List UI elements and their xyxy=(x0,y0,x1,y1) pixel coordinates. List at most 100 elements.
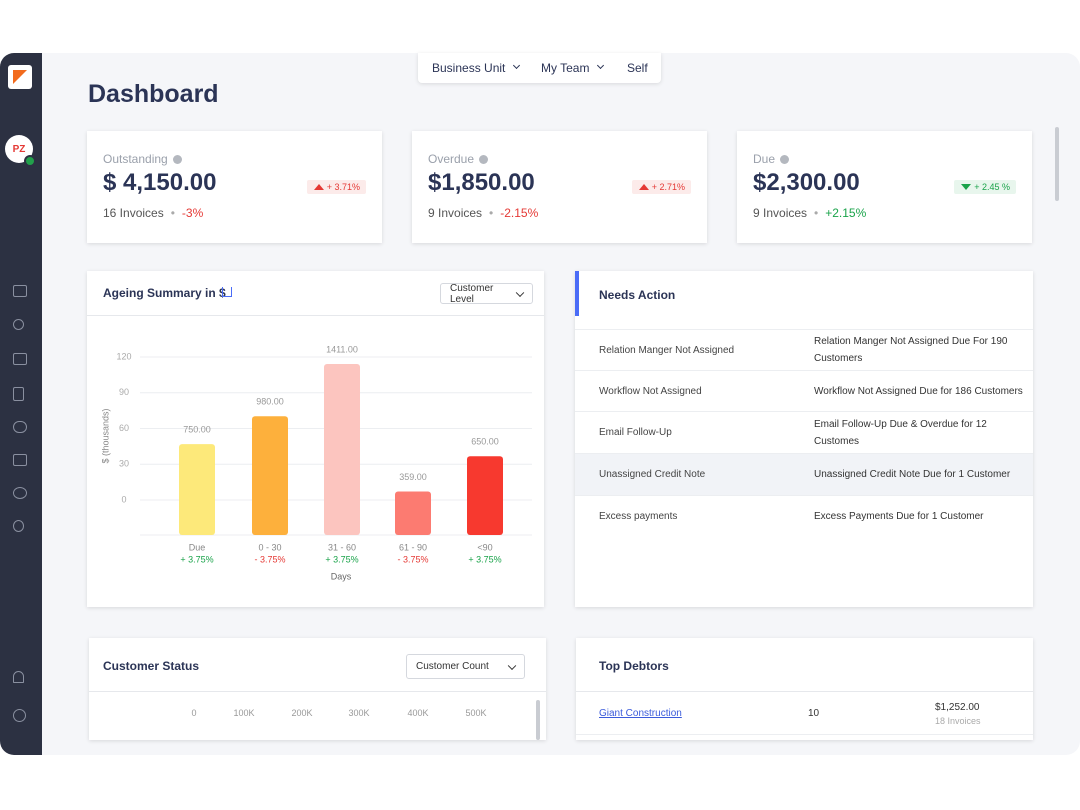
customer-status-panel: Customer Status Customer Count 0 100K 200K 30… xyxy=(89,638,546,740)
action-name: Unassigned Credit Note xyxy=(599,469,706,480)
change-label: + 3.75% xyxy=(180,554,213,564)
card-value: $1,850.00 xyxy=(428,169,535,196)
value-label: 359.00 xyxy=(399,472,427,482)
level-dropdown[interactable]: Customer Level xyxy=(440,283,533,305)
action-row[interactable]: Email Follow-Up Email Follow-Up Due & Ove… xyxy=(575,411,1033,453)
invoice-count: 9 Invoices xyxy=(428,206,483,220)
change-label: + 3.75% xyxy=(468,554,501,564)
bar xyxy=(395,491,431,535)
value-label: 980.00 xyxy=(256,397,284,407)
invoice-line: 9 Invoices • -2.15% xyxy=(428,206,538,220)
summary-card: Overdue $1,850.00 + 2.71% 9 Invoices • -2.15% xyxy=(412,131,707,243)
change-label: + 3.75% xyxy=(325,554,358,564)
icon-search[interactable] xyxy=(13,319,24,330)
icon-bell[interactable] xyxy=(13,671,24,683)
action-row[interactable]: Relation Manger Not Assigned Relation Man… xyxy=(575,329,1033,370)
top-debtors-panel: Top Debtors Giant Construction 10 $1,252.00… xyxy=(576,638,1033,740)
tab[interactable]: Business Unit xyxy=(432,61,521,75)
badge-arrow xyxy=(961,184,972,190)
axis-label: 200K xyxy=(291,708,313,718)
icon-upload[interactable] xyxy=(13,421,27,433)
change-label: - 3.75% xyxy=(254,554,285,564)
scrollbar xyxy=(1055,127,1059,201)
icon-team[interactable] xyxy=(13,353,27,365)
change-badge: + 2.45 % xyxy=(954,180,1016,194)
debtor-count: 10 xyxy=(808,708,820,719)
invoice-line: 16 Invoices • -3% xyxy=(103,206,203,220)
y-tick-label: 90 xyxy=(119,387,129,397)
logo[interactable] xyxy=(8,65,32,89)
debtor-amount: $1,252.00 xyxy=(935,702,980,713)
action-detail: Workflow Not Assigned Due for 186 Custom… xyxy=(814,385,1023,397)
count-dropdown[interactable]: Customer Count xyxy=(406,654,525,679)
action-detail: Unassigned Credit Note Due for 1 Custome… xyxy=(814,469,1011,480)
panel-title: Top Debtors xyxy=(599,659,669,673)
action-detail: Relation Manger Not Assigned Due For 190… xyxy=(814,336,1008,364)
x-tick-label: 61 - 90 xyxy=(399,542,427,552)
bar xyxy=(324,364,360,535)
action-detail: Excess Payments Due for 1 Customer xyxy=(814,510,984,522)
invoice-delta: -2.15% xyxy=(500,206,539,220)
icon-user[interactable] xyxy=(13,520,24,532)
separator-dot: • xyxy=(170,206,175,220)
avatar-badge xyxy=(24,155,36,167)
summary-card: Outstanding $ 4,150.00 + 3.71% 16 Invoices •… xyxy=(87,131,382,243)
card-label: Outstanding xyxy=(103,152,182,166)
axis-label: 0 xyxy=(191,708,197,718)
panel-scrollbar xyxy=(536,700,540,740)
axis-label: 400K xyxy=(407,708,429,718)
row-divider xyxy=(576,734,1033,735)
tab-bar xyxy=(418,53,661,83)
action-row[interactable]: Workflow Not Assigned Workflow Not Assign… xyxy=(575,370,1033,411)
debtor-invoices: 18 Invoices xyxy=(935,716,981,726)
tab[interactable]: Self xyxy=(627,61,648,75)
invoice-count: 9 Invoices xyxy=(753,206,808,220)
icon-dashboard[interactable] xyxy=(13,285,27,297)
x-axis-label: Days xyxy=(331,571,352,581)
icon-docs[interactable] xyxy=(13,387,24,401)
icon-settings[interactable] xyxy=(13,487,27,499)
sidebar xyxy=(0,53,42,755)
page-title: Dashboard xyxy=(88,80,219,108)
change-badge: + 3.71% xyxy=(306,180,366,194)
badge-text: + 2.45 % xyxy=(974,182,1010,192)
tab-caret xyxy=(513,61,521,70)
invoice-delta: +2.15% xyxy=(825,206,867,220)
ageing-panel: Ageing Summary in $ Customer Level xyxy=(87,271,544,607)
badge-arrow xyxy=(313,184,324,190)
action-name: Excess payments xyxy=(599,510,678,522)
action-name: Email Follow-Up xyxy=(599,427,672,438)
y-tick-label: 0 xyxy=(121,494,126,504)
accent-bar xyxy=(575,271,579,316)
y-tick-label: 120 xyxy=(116,351,131,361)
axis-label: 300K xyxy=(348,708,370,718)
tab[interactable]: My Team xyxy=(541,61,605,75)
action-name: Workflow Not Assigned xyxy=(599,385,702,397)
card-label: Overdue xyxy=(428,152,488,166)
y-tick-label: 30 xyxy=(119,459,129,469)
card-value: $2,300.00 xyxy=(753,169,860,196)
download-icon[interactable] xyxy=(222,287,232,297)
panel-divider xyxy=(89,691,546,692)
panel-title: Customer Status xyxy=(103,659,200,673)
y-axis-label: $ (thousands) xyxy=(100,408,110,463)
action-row[interactable]: Unassigned Credit Note Unassigned Credit … xyxy=(575,453,1033,495)
bar xyxy=(252,416,288,535)
invoice-line: 9 Invoices • +2.15% xyxy=(753,206,866,220)
x-tick-label: 0 - 30 xyxy=(258,542,281,552)
action-name: Relation Manger Not Assigned xyxy=(599,344,735,356)
action-row[interactable]: Excess payments Excess Payments Due for 1… xyxy=(575,495,1033,536)
ageing-chart: 0 30 60 90 120 $ (thousands) Days 750.00 Due + 3.… xyxy=(100,344,532,581)
x-tick-label: <90 xyxy=(477,542,492,552)
debtor-link[interactable]: Giant Construction xyxy=(599,708,682,719)
invoice-count: 16 Invoices xyxy=(103,206,164,220)
action-detail: Email Follow-Up Due & Overdue for 12 Cus… xyxy=(814,418,987,447)
bar xyxy=(179,444,215,535)
x-tick-label: 31 - 60 xyxy=(328,542,356,552)
icon-help[interactable] xyxy=(13,709,26,722)
axis-label: 500K xyxy=(465,708,487,718)
icon-reports[interactable] xyxy=(13,454,27,466)
panel-divider xyxy=(576,691,1033,692)
badge-text: + 2.71% xyxy=(651,182,685,192)
